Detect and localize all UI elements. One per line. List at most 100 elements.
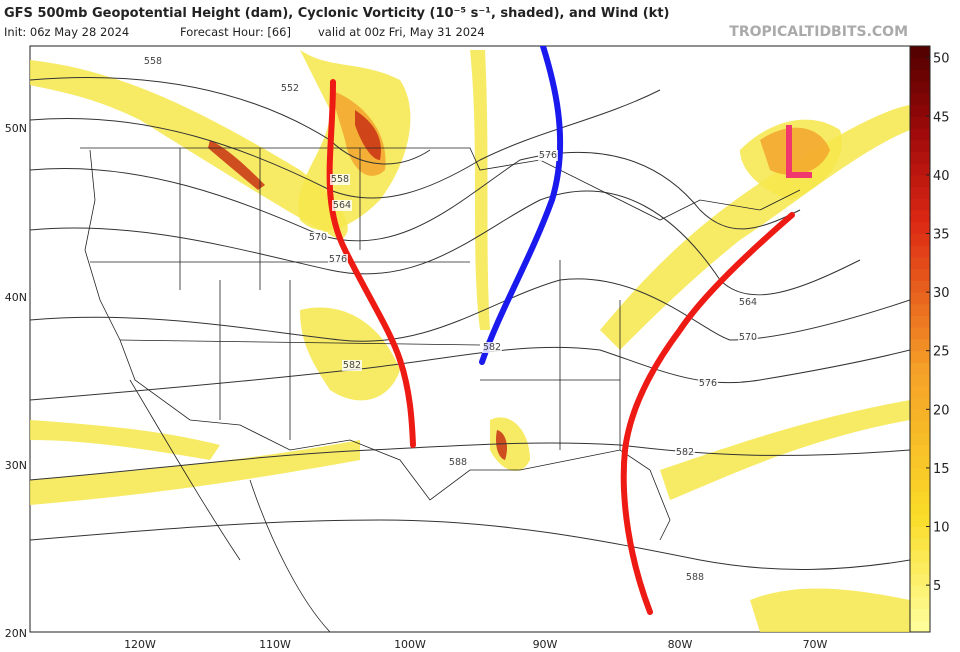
colorbar-segment: [910, 573, 930, 586]
longitude-label: 80W: [668, 638, 693, 651]
init-time: Init: 06z May 28 2024: [4, 25, 129, 39]
colorbar-segment: [910, 374, 930, 387]
colorbar-segment: [910, 491, 930, 504]
colorbar-tick-label: 15: [933, 462, 950, 477]
contour-label-bg: [482, 342, 502, 353]
contour-label-bg: [738, 332, 758, 343]
contour-label-bg: [280, 83, 300, 94]
credit: TROPICALTIDBITS.COM: [729, 24, 908, 40]
colorbar-tick-label: 10: [933, 521, 950, 536]
longitude-label: 70W: [803, 638, 828, 651]
colorbar-segment: [910, 315, 930, 328]
colorbar: 5 10 15 20 25 30 35 40 45 50: [909, 45, 950, 633]
colorbar-segment: [910, 163, 930, 176]
contour-label-bg: [332, 200, 352, 211]
colorbar-segment: [910, 268, 930, 281]
contour-label-bg: [538, 150, 558, 161]
colorbar-segment: [910, 69, 930, 82]
colorbar-segment: [910, 596, 930, 610]
colorbar-segment: [910, 245, 930, 258]
latitude-label: 40N: [5, 291, 27, 304]
colorbar-segment: [910, 292, 930, 305]
colorbar-segment: [910, 608, 930, 621]
colorbar-tick-label: 40: [933, 169, 950, 184]
latitude-label: 50N: [5, 122, 27, 135]
colorbar-segment: [910, 280, 930, 293]
colorbar-segment: [910, 467, 930, 481]
colorbar-segment: [910, 198, 930, 211]
colorbar-segment: [910, 479, 930, 492]
contour-label: 582: [483, 342, 501, 353]
colorbar-segment: [910, 456, 930, 469]
colorbar-segment: [910, 303, 930, 317]
longitude-label: 120W: [124, 638, 156, 651]
colorbar-segment: [910, 339, 930, 352]
colorbar-segment: [910, 128, 930, 141]
colorbar-segment: [910, 409, 930, 422]
contour-label: 570: [309, 232, 327, 243]
colorbar-segment: [910, 514, 930, 528]
forecast-hour: Forecast Hour: [66]: [180, 25, 291, 39]
colorbar-segment: [910, 327, 930, 340]
contour-label-bg: [448, 457, 468, 468]
valid-time: valid at 00z Fri, May 31 2024: [318, 25, 485, 39]
contour-label: 564: [739, 297, 757, 308]
contour-label-bg: [330, 174, 350, 185]
colorbar-tick-label: 5: [933, 579, 941, 594]
colorbar-segment: [910, 421, 930, 434]
colorbar-tick-label: 30: [933, 286, 950, 301]
contour-label-bg: [308, 232, 328, 243]
colorbar-segment: [910, 186, 930, 199]
colorbar-segment: [910, 116, 930, 129]
colorbar-segment: [910, 362, 930, 375]
longitude-label: 100W: [394, 638, 426, 651]
longitude-label: 90W: [533, 638, 558, 651]
colorbar-segment: [910, 549, 930, 563]
longitude-label: 110W: [259, 638, 291, 651]
colorbar-segment: [910, 538, 930, 551]
colorbar-segment: [910, 57, 930, 70]
colorbar-segment: [910, 139, 930, 152]
colorbar-segment: [910, 92, 930, 106]
contour-label: 558: [144, 56, 162, 67]
contour-label: 588: [449, 457, 467, 468]
colorbar-segment: [910, 620, 930, 633]
contour-label: 576: [329, 254, 347, 265]
contour-label-bg: [328, 254, 348, 265]
colorbar-segment: [910, 350, 930, 363]
colorbar-segment: [910, 256, 930, 270]
contour-label-bg: [738, 297, 758, 308]
colorbar-segment: [910, 503, 930, 516]
colorbar-segment: [910, 561, 930, 574]
contour-label: 588: [686, 572, 704, 583]
colorbar-segment: [910, 221, 930, 235]
colorbar-tick-label: 20: [933, 403, 950, 418]
contour-label: 558: [331, 174, 349, 185]
map-title: GFS 500mb Geopotential Height (dam), Cyc…: [4, 6, 670, 21]
colorbar-segment: [910, 526, 930, 539]
contour-label: 576: [539, 150, 557, 161]
colorbar-segment: [910, 397, 930, 410]
colorbar-tick-label: 50: [933, 52, 950, 67]
colorbar-segment: [910, 210, 930, 223]
contour-label-bg: [342, 360, 362, 371]
colorbar-segment: [910, 81, 930, 94]
colorbar-segment: [910, 233, 930, 246]
colorbar-tick-label: 45: [933, 110, 950, 125]
contour-label: 552: [281, 83, 299, 94]
latitude-label: 30N: [5, 459, 27, 472]
colorbar-segment: [910, 104, 930, 117]
latitude-label: 20N: [5, 627, 27, 640]
contour-label: 570: [739, 332, 757, 343]
contour-label: 564: [333, 200, 351, 211]
colorbar-tick-label: 35: [933, 228, 950, 243]
contour-label: 576: [699, 378, 717, 389]
axis-labels: 50N 40N 30N 20N 120W 110W 100W 90W 80W 70W: [5, 122, 828, 651]
colorbar-segment: [910, 385, 930, 399]
contour-label: 582: [343, 360, 361, 371]
colorbar-segment: [910, 174, 930, 188]
colorbar-segment: [910, 585, 930, 598]
colorbar-tick-label: 25: [933, 345, 950, 360]
colorbar-frame: [909, 45, 931, 633]
